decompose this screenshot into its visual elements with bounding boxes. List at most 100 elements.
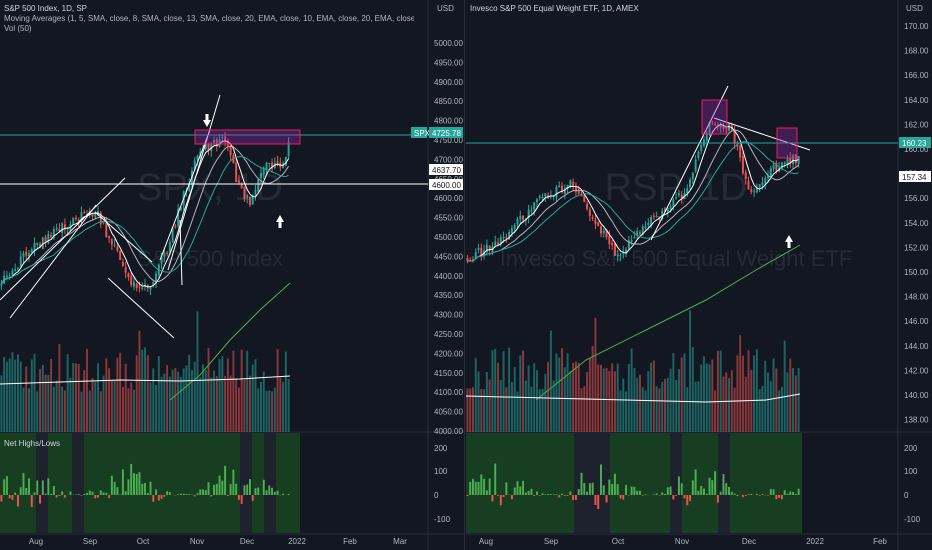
net-highs-lows-bar <box>254 488 257 495</box>
net-band <box>514 433 526 533</box>
left-legend: S&P 500 Index, 1D, SP Moving Averages (1… <box>4 4 414 34</box>
net-highs-lows-bar <box>519 486 522 495</box>
candle-body <box>767 176 769 179</box>
volume-bar <box>547 361 550 432</box>
net-band <box>766 433 778 533</box>
volume-bar <box>144 347 146 432</box>
candle-body <box>97 211 100 214</box>
volume-bar <box>36 391 39 432</box>
net-highs-lows-bar <box>44 493 47 495</box>
net-highs-lows-bar <box>669 486 672 495</box>
net-axis-tick: 100 <box>904 467 918 476</box>
net-highs-lows-bar <box>14 492 17 495</box>
volume-bar <box>658 388 661 432</box>
volume-ma-line <box>466 393 801 403</box>
left-chart-pane[interactable]: SPX, 1D S&P 500 Index 5000.00 4950.00 4900.0… <box>0 0 464 550</box>
price-tag-bg <box>899 137 931 148</box>
net-highs-lows-bar <box>276 490 279 495</box>
left-ma-indicator[interactable]: Moving Averages (1, 5, SMA, close, 8, SM… <box>4 14 414 23</box>
time-axis-tick: Dec <box>240 537 254 546</box>
candle-body <box>583 195 586 203</box>
volume-bar <box>19 361 22 432</box>
left-volume-indicator[interactable]: Vol (50) <box>4 24 32 33</box>
price-axis-tick: 4500.00 <box>434 233 463 242</box>
volume-bar <box>28 388 30 432</box>
candle-body <box>80 212 83 222</box>
volume-bar <box>196 311 199 432</box>
net-highs-lows-bar <box>686 495 689 506</box>
net-highs-lows-bar <box>157 495 160 501</box>
volume-bar <box>680 357 683 432</box>
candle-body <box>121 261 124 267</box>
price-axis-tick: 4200.00 <box>434 349 463 358</box>
net-band <box>682 433 694 533</box>
net-highs-lows-bar <box>47 478 50 495</box>
net-highs-lows-bar <box>572 495 575 501</box>
candle-body <box>204 144 207 150</box>
net-band <box>192 433 204 533</box>
net-highs-lows-bar <box>135 474 138 495</box>
left-chart-canvas[interactable]: SPX, 1DS&P 500 Index5000.004950.004900.0… <box>0 0 464 550</box>
net-highs-lows-bar <box>605 495 608 503</box>
volume-bar <box>655 386 658 432</box>
net-highs-lows-bar <box>204 490 207 495</box>
right-chart-pane[interactable]: RSP, 1D Invesco S&P 500 Equal Weight ETF 1… <box>466 0 932 550</box>
candle-body <box>594 219 597 224</box>
net-band <box>550 433 562 533</box>
net-highs-lows-bar <box>91 491 94 495</box>
right-chart-canvas[interactable]: RSP, 1D Invesco S&P 500 Equal Weight ETF 1… <box>466 0 932 550</box>
net-axis-tick: 100 <box>434 467 448 476</box>
candle-body <box>561 185 563 193</box>
candle-body <box>530 210 533 212</box>
current-price-tag: 4725.78 <box>432 129 461 138</box>
candle-body <box>505 236 508 238</box>
price-tag-bg <box>899 171 931 182</box>
volume-bar <box>80 391 83 432</box>
price-axis-tick: 140.00 <box>904 391 929 400</box>
left-chart-title[interactable]: S&P 500 Index, 1D, SP <box>4 4 88 13</box>
volume-bar <box>229 375 232 432</box>
volume-bar <box>248 375 251 432</box>
net-highs-lows-bar <box>600 464 602 495</box>
candle-body <box>705 133 708 141</box>
net-highs-lows-bar <box>641 495 644 496</box>
net-highs-lows-bar <box>99 490 102 495</box>
price-axis-tick: 5000.00 <box>434 39 463 48</box>
net-highs-lows-bar <box>775 495 778 500</box>
price-axis-tick: 4050.00 <box>434 408 463 417</box>
volume-bar <box>700 364 703 432</box>
volume-bar <box>30 359 33 432</box>
volume-bar <box>622 378 625 432</box>
candle-body <box>240 183 243 188</box>
pane-divider[interactable] <box>464 0 465 550</box>
volume-bar <box>689 310 692 432</box>
right-chart-title[interactable]: Invesco S&P 500 Equal Weight ETF, 1D, AM… <box>470 4 639 13</box>
volume-bar <box>530 386 533 432</box>
candle-body <box>580 195 583 197</box>
net-highs-lows-bar <box>138 472 141 495</box>
candle-body <box>619 254 622 256</box>
candle-body <box>488 245 491 251</box>
net-band <box>84 433 96 533</box>
net-band <box>156 433 168 533</box>
candle-body <box>658 216 661 219</box>
net-highs-lows-bar <box>61 491 64 495</box>
volume-bar <box>764 360 767 432</box>
volume-bar <box>77 363 80 432</box>
net-highs-lows-bar <box>505 482 508 495</box>
volume-bar <box>8 358 11 432</box>
net-band <box>526 433 538 533</box>
volume-bar <box>641 387 644 432</box>
left-net-highs-lows-label[interactable]: Net Highs/Lows <box>4 439 61 448</box>
volume-bar <box>152 368 155 432</box>
net-band <box>670 433 682 533</box>
net-band <box>562 433 574 533</box>
candle-body <box>215 139 218 147</box>
candle-body <box>196 155 199 161</box>
volume-bar <box>758 389 761 432</box>
net-highs-lows-bar <box>229 483 232 495</box>
volume-bar <box>753 355 756 432</box>
volume-bar <box>166 365 169 432</box>
net-highs-lows-bar <box>273 491 276 495</box>
net-highs-lows-bar <box>11 495 14 500</box>
